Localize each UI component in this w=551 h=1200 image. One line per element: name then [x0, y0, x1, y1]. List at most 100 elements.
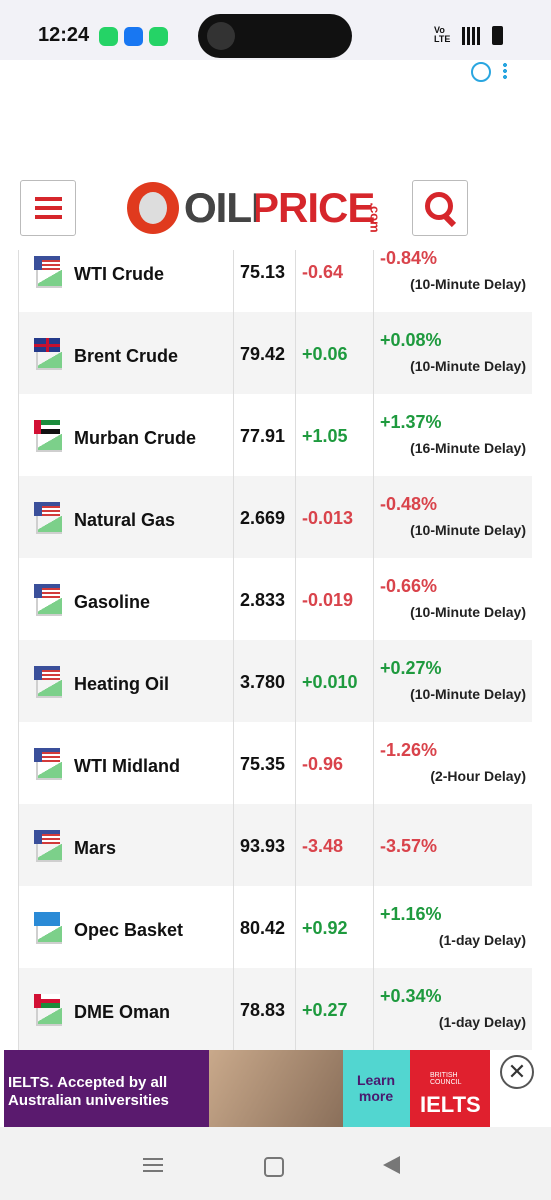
column-divider [373, 968, 374, 1050]
media-icon [207, 22, 235, 50]
commodity-name: Gasoline [74, 592, 151, 612]
column-divider [373, 640, 374, 722]
flag-icon [34, 420, 60, 434]
commodity-name: Brent Crude [74, 346, 179, 366]
column-divider [373, 476, 374, 558]
ad-brand-top: BRITISH COUNCIL [430, 1072, 462, 1086]
change: -0.96 [302, 754, 344, 774]
logo: OIL [184, 184, 252, 232]
column-divider [373, 558, 374, 640]
row-border-left [18, 722, 19, 804]
chart-icon [36, 762, 62, 780]
ad-banner[interactable]: IELTS. Accepted by all Australian univer… [4, 1050, 490, 1127]
chart-icon [36, 270, 62, 288]
row-border-left [18, 886, 19, 968]
logo-text: OILPRICE [184, 184, 375, 231]
price: 75.13 [240, 262, 286, 282]
table-row[interactable]: DME Oman 78.83 +0.27 +0.34% (1-day Delay) [18, 968, 532, 1050]
network-type: Vo LTE [434, 25, 451, 44]
column-divider [233, 640, 234, 722]
chart-icon [36, 926, 62, 944]
column-divider [295, 394, 296, 476]
table-row[interactable]: Murban Crude 77.91 +1.05 +1.37% (16-Minute D… [18, 394, 532, 477]
change: -0.019 [302, 590, 354, 610]
table-row[interactable]: Mars 93.93 -3.48 -3.57% [18, 804, 532, 887]
ad-menu-icon[interactable] [503, 62, 507, 80]
nav-recent[interactable] [143, 1158, 163, 1172]
nav-back[interactable] [383, 1156, 400, 1174]
column-divider [295, 312, 296, 394]
logo-suffix: .com [367, 202, 383, 233]
delay-note: (16-Minute Delay) [410, 440, 526, 456]
ad-info-icon[interactable] [471, 62, 491, 82]
row-border-left [18, 558, 19, 640]
price: 93.93 [240, 836, 286, 856]
table-row[interactable]: Gasoline 2.833 -0.019 -0.66% (10-Minute Dela… [18, 558, 532, 641]
change-percent: +0.08% [380, 330, 442, 350]
app-icon [124, 27, 143, 46]
change: -0.64 [302, 262, 344, 282]
flag-icon [34, 666, 60, 680]
price: 75.35 [240, 754, 286, 774]
column-divider [233, 804, 234, 886]
chart-icon [36, 598, 62, 616]
table-row[interactable]: Heating Oil 3.780 +0.010 +0.27% (10-Minute D… [18, 640, 532, 723]
delay-note: (10-Minute Delay) [410, 522, 526, 538]
table-row[interactable]: Opec Basket 80.42 +0.92 +1.16% (1-day Delay) [18, 886, 532, 969]
price: 2.833 [240, 590, 286, 610]
ad-brand: IELTS [420, 1092, 481, 1117]
price: 78.83 [240, 1000, 286, 1020]
change-percent: +0.27% [380, 658, 442, 678]
column-divider [233, 476, 234, 558]
flag-icon [34, 338, 60, 352]
app-icon [149, 27, 168, 46]
table-row[interactable]: Brent Crude 79.42 +0.06 +0.08% (10-Minute De… [18, 312, 532, 395]
change-percent: -0.66% [380, 576, 438, 596]
logo-mark [127, 182, 179, 234]
row-border-left [18, 476, 19, 558]
delay-note: (10-Minute Delay) [410, 276, 526, 292]
flag-icon [34, 584, 60, 598]
column-divider [373, 250, 374, 312]
price: 80.42 [240, 918, 286, 938]
flag-icon [34, 830, 60, 844]
column-divider [233, 968, 234, 1050]
change: +0.06 [302, 344, 348, 364]
column-divider [295, 558, 296, 640]
app-icon [99, 27, 118, 46]
change-percent: -0.84% [380, 250, 438, 268]
chart-icon [36, 352, 62, 370]
commodity-name: Opec Basket [74, 920, 184, 940]
delay-note: (10-Minute Delay) [410, 358, 526, 374]
change: -3.48 [302, 836, 344, 856]
search-button[interactable] [412, 180, 468, 236]
table-row[interactable]: WTI Midland 75.35 -0.96 -1.26% (2-Hour Delay… [18, 722, 532, 805]
commodity-name: Murban Crude [74, 428, 197, 448]
table-row[interactable]: Natural Gas 2.669 -0.013 -0.48% (10-Minute D… [18, 476, 532, 559]
chart-icon [36, 844, 62, 862]
menu-button[interactable] [20, 180, 76, 236]
change: +0.010 [302, 672, 358, 692]
table-row[interactable]: WTI Crude 75.13 -0.64 -0.84% (10-Minute Dela… [18, 250, 532, 313]
price: 79.42 [240, 344, 286, 364]
ad-headline: IELTS. Accepted by all Australian univer… [8, 1074, 169, 1109]
row-border-left [18, 250, 19, 312]
signal-icon [462, 27, 482, 45]
commodity-name: WTI Midland [74, 756, 180, 776]
ad-cta[interactable]: Learn more [343, 1050, 410, 1127]
change-percent: -1.26% [380, 740, 438, 760]
chart-icon [36, 434, 62, 452]
ad-close-button[interactable]: ✕ [500, 1055, 534, 1089]
row-border-left [18, 312, 19, 394]
status-time: 12:24 [38, 24, 90, 46]
delay-note: (1-day Delay) [438, 1014, 526, 1030]
chart-icon [36, 516, 62, 534]
nav-home[interactable] [264, 1157, 284, 1177]
column-divider [233, 722, 234, 804]
column-divider [233, 250, 234, 312]
battery-icon [492, 26, 503, 45]
price: 3.780 [240, 672, 286, 692]
flag-icon [34, 994, 60, 1008]
column-divider [373, 312, 374, 394]
